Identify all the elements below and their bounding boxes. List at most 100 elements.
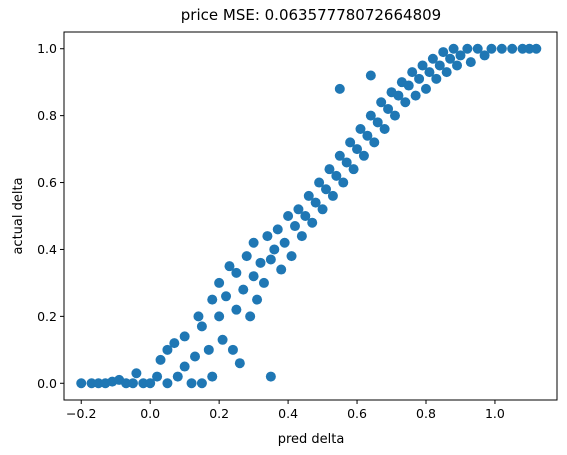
x-tick-label: 0.2 [209,406,229,421]
data-point [486,43,497,54]
data-point [296,231,307,242]
data-point [145,378,156,389]
data-point [369,137,380,148]
data-point [252,294,263,305]
data-point [276,264,287,275]
data-point [362,130,373,141]
data-point [162,378,173,389]
data-point [234,358,245,369]
data-point [331,170,342,181]
data-point [427,53,438,64]
data-point [283,211,294,221]
data-point [365,110,376,121]
data-point [196,378,207,389]
x-tick-label: 0.4 [278,406,298,421]
data-point [438,47,449,58]
data-point [224,261,235,272]
data-point [445,53,456,64]
data-point [172,371,183,382]
data-point [317,204,328,215]
y-tick-label: 1.0 [37,41,57,56]
y-tick-label: 0.0 [37,376,57,391]
data-point [303,190,314,201]
data-point [365,70,376,81]
data-point [86,378,97,389]
data-point [410,90,421,101]
x-tick-label: 0.6 [347,406,367,421]
data-point [496,43,507,54]
data-point [186,378,197,389]
data-point [414,73,425,84]
x-tick-label: 1.0 [485,406,505,421]
data-point [531,43,542,54]
data-point [448,43,459,54]
data-point [262,231,273,242]
data-point [214,277,225,288]
data-point [434,60,445,71]
data-point [420,83,431,94]
data-point [155,354,166,365]
data-point [76,378,87,389]
data-point [310,197,321,208]
data-point [507,43,518,54]
data-point [472,43,483,54]
data-point [376,97,387,108]
x-axis-ticks: −0.2 0.0 0.2 0.4 0.6 0.8 1.0 [66,400,505,421]
data-point [190,351,201,362]
data-point [431,73,442,84]
data-point [269,244,280,255]
data-point [169,338,180,349]
data-point [127,378,138,389]
data-point [417,60,428,71]
y-axis-label: actual delta [11,177,26,254]
data-point [227,344,238,355]
data-point [238,284,249,295]
chart-title: price MSE: 0.06357778072664809 [181,6,441,24]
data-point [348,164,359,175]
data-point [314,177,325,188]
data-point [517,43,528,54]
data-point [255,257,266,268]
y-tick-label: 0.8 [37,108,57,123]
data-point [424,67,435,78]
data-point [327,190,338,201]
data-point [300,211,311,221]
data-point [307,217,318,228]
data-point [383,103,394,114]
data-point [355,124,366,135]
plot-frame [63,31,558,401]
data-point [479,50,490,61]
y-tick-label: 0.6 [37,175,57,190]
data-point [217,334,228,345]
x-axis-label: pred delta [278,432,345,447]
data-point [345,137,356,148]
data-point [352,144,363,155]
data-point [279,237,290,248]
data-point [248,271,259,282]
data-point [152,371,163,382]
data-point [379,124,390,135]
data-point [131,368,142,379]
x-tick-label: −0.2 [66,406,96,421]
data-point [193,311,204,322]
data-point [455,50,466,61]
data-point [214,311,225,322]
data-point [231,267,242,278]
data-point [372,117,383,128]
data-point [93,378,104,389]
data-point [403,80,414,91]
data-point [241,251,252,262]
data-point [207,294,218,305]
data-point [231,304,242,315]
data-point [324,164,335,175]
data-point [441,67,452,78]
data-point [286,251,297,262]
data-point [258,277,269,288]
data-point [162,344,173,355]
x-tick-label: 0.8 [416,406,436,421]
data-point [272,224,283,235]
data-point [393,90,404,101]
data-points [76,43,542,389]
data-point [407,67,418,78]
